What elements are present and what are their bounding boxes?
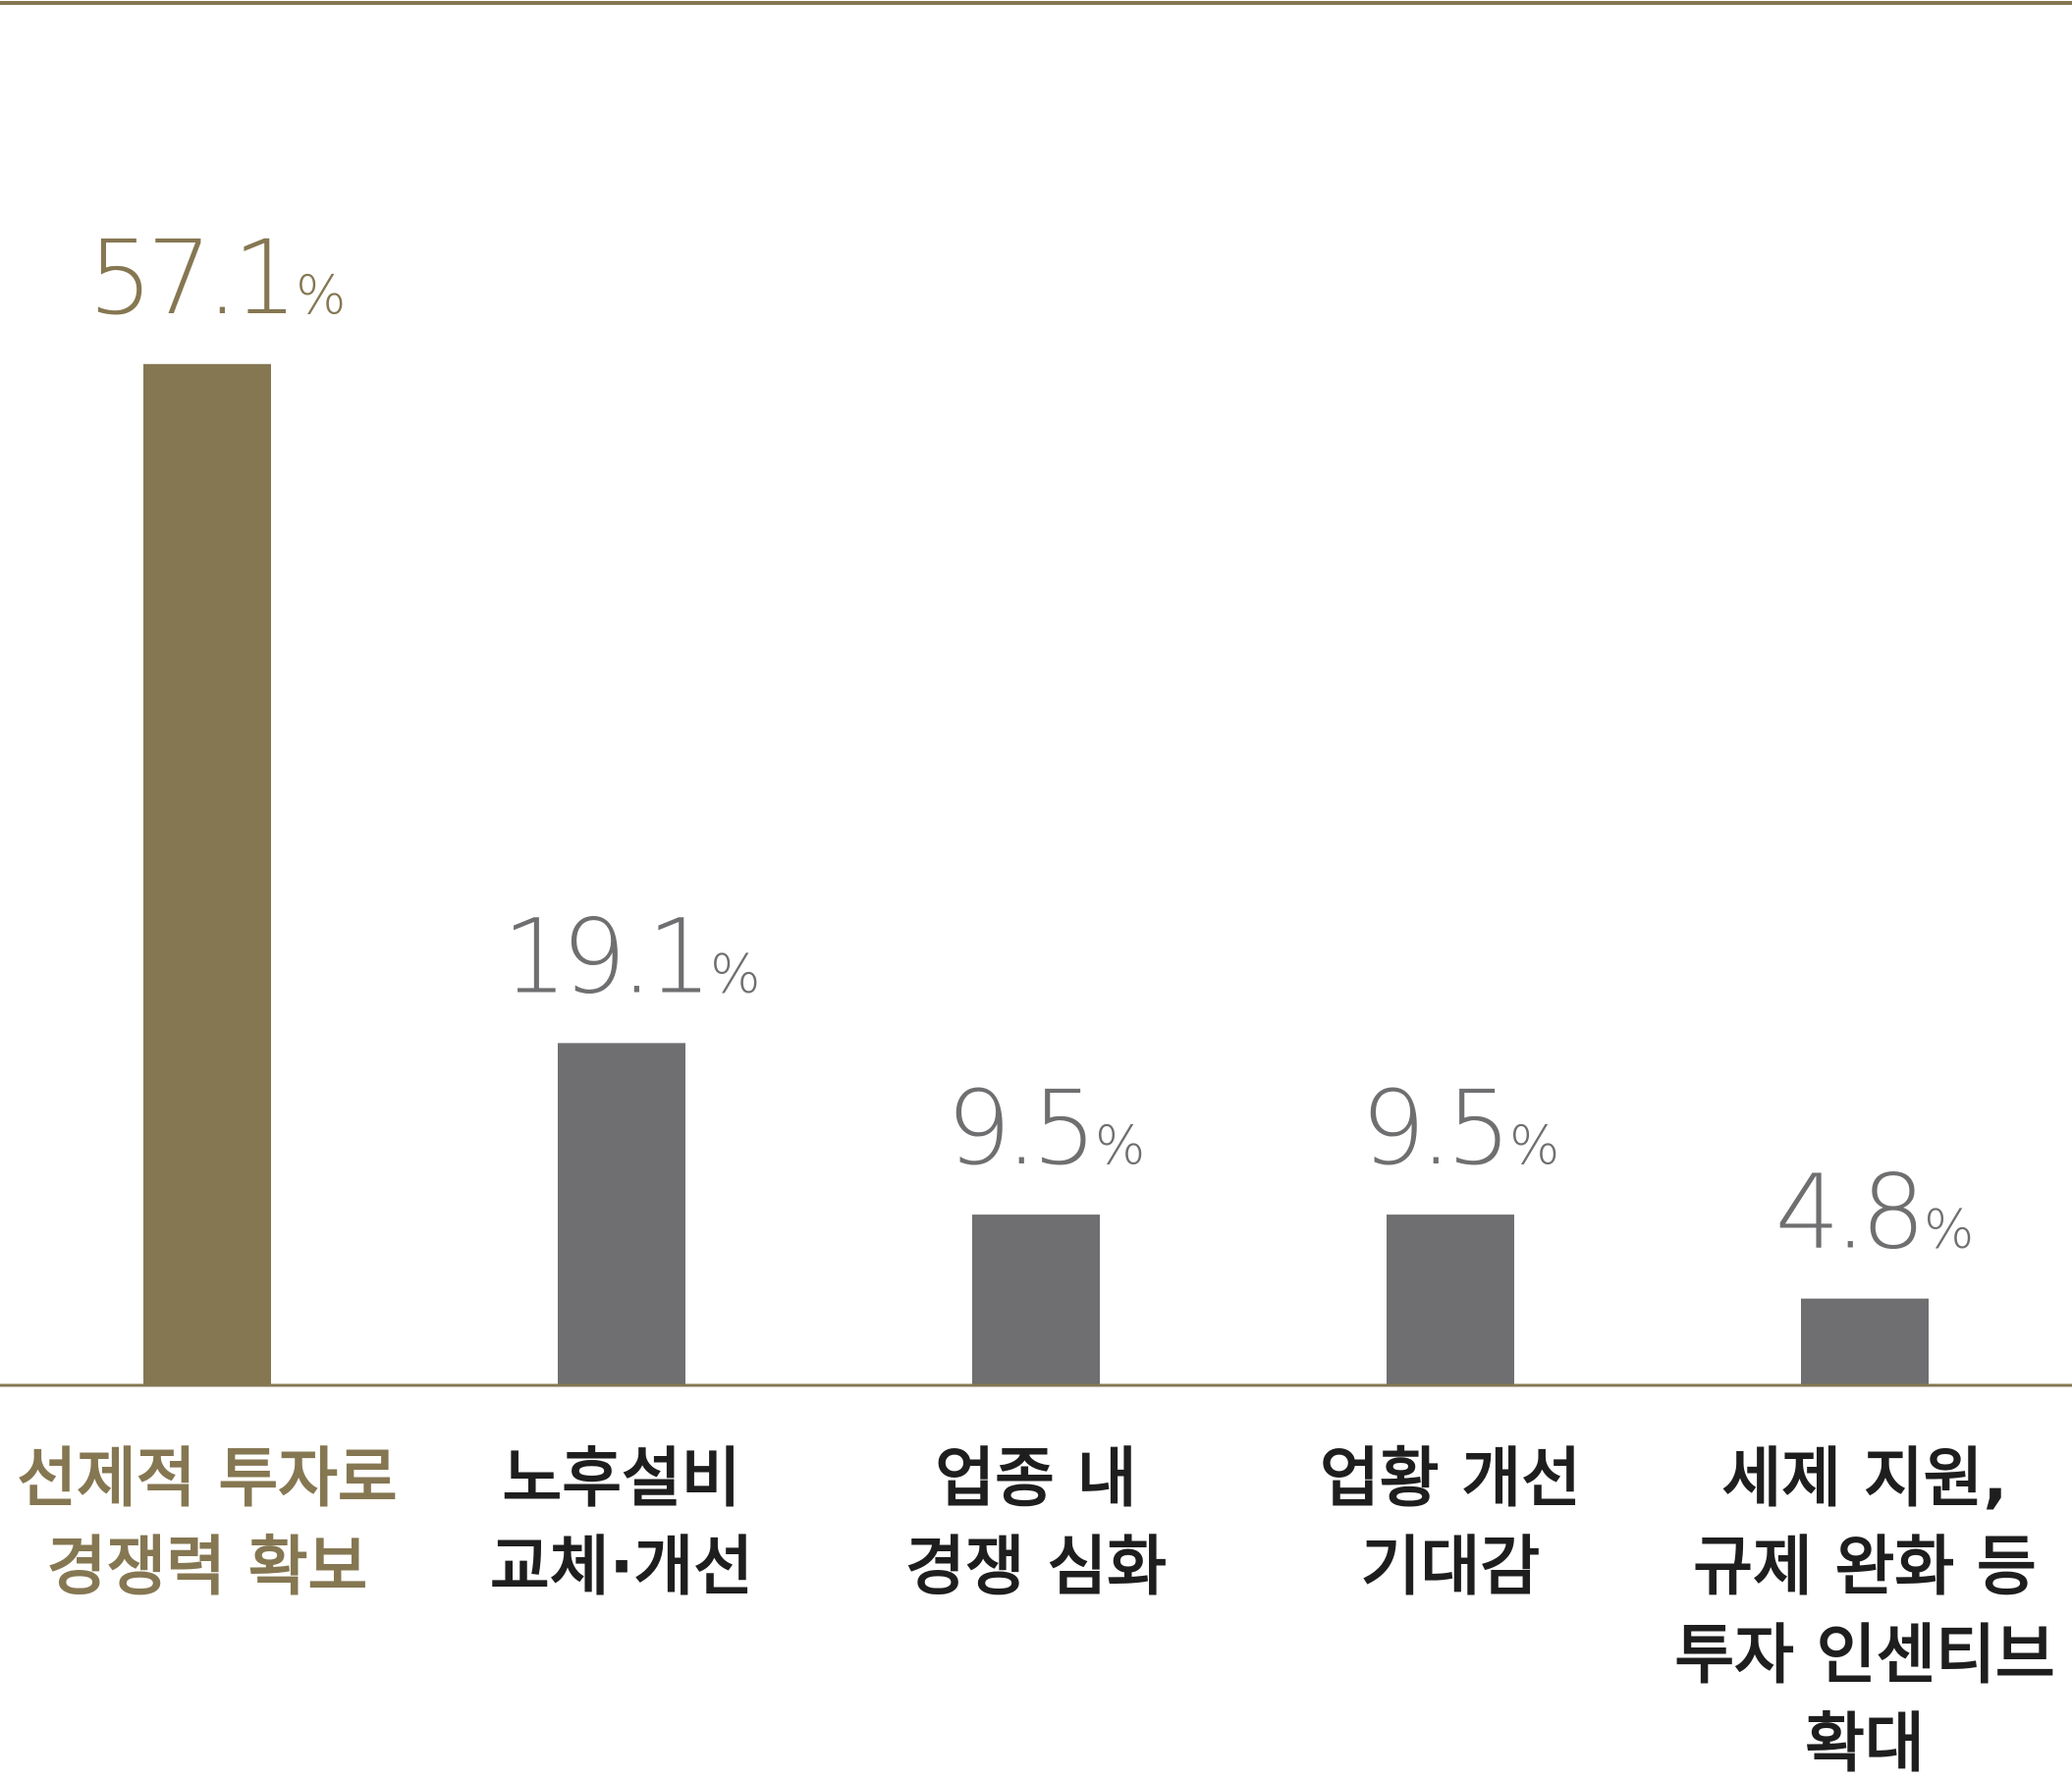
bar-3 [972, 1214, 1100, 1384]
value-label-3: 9.5% [947, 1068, 1146, 1188]
category-label-1: 선제적 투자로 경쟁력 확보 [17, 1440, 397, 1604]
bar-1 [143, 363, 271, 1384]
value-label-4: 9.5% [1361, 1068, 1560, 1188]
category-label-5: 세제 지원, 규제 완화 등 투자 인센티브 확대 [1674, 1440, 2054, 1781]
bar-2 [558, 1043, 685, 1384]
category-label-3: 업종 내 경쟁 심화 [905, 1440, 1167, 1604]
category-label-2: 노후설비 교체·개선 [490, 1440, 753, 1604]
value-label-1: 57.1% [88, 218, 347, 338]
bar-5 [1801, 1298, 1929, 1384]
bar-4 [1387, 1214, 1514, 1384]
value-label-2: 19.1% [503, 896, 761, 1016]
category-label-4: 업황 개선 기대감 [1320, 1440, 1581, 1604]
value-label-5: 4.8% [1775, 1153, 1975, 1272]
